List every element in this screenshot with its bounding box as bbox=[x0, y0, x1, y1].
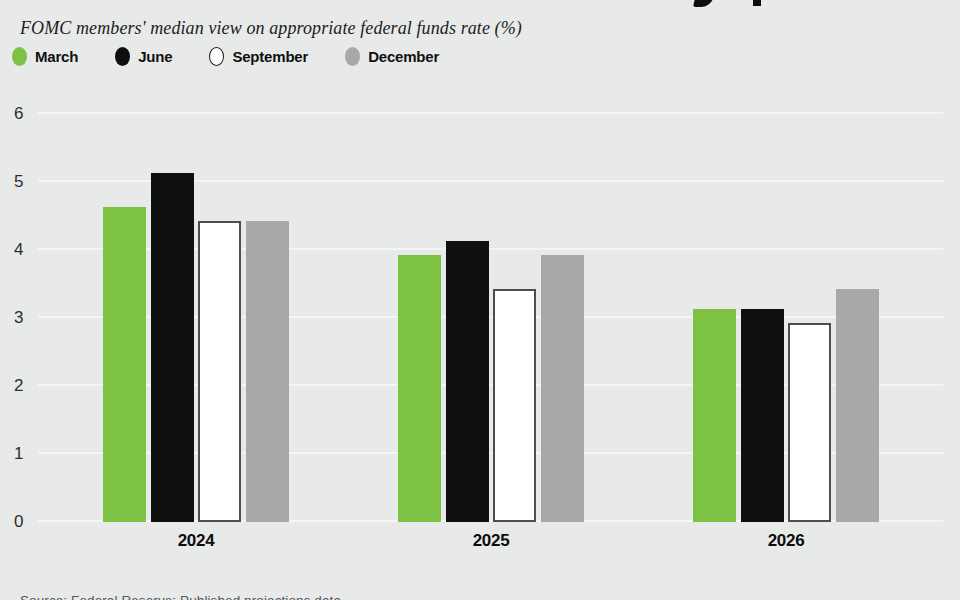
gridline-y-6 bbox=[38, 112, 943, 114]
bar-march-2024 bbox=[103, 207, 146, 522]
source-line-clipped: Source: Federal Reserve; Published proje… bbox=[20, 593, 720, 600]
plot-area: 0 1 2 3 4 5 6 2024 2025 2026 bbox=[0, 0, 960, 600]
bar-december-2024 bbox=[246, 221, 289, 522]
x-axis-category-label: 2024 bbox=[101, 531, 291, 551]
bar-september-2025 bbox=[493, 289, 536, 522]
bar-september-2026 bbox=[788, 323, 831, 522]
bar-september-2024 bbox=[198, 221, 241, 522]
y-axis-tick-label: 6 bbox=[14, 104, 38, 124]
y-axis-tick-label: 0 bbox=[14, 512, 38, 532]
source-text: Source: Federal Reserve; Published proje… bbox=[20, 593, 720, 600]
y-axis-tick-label: 5 bbox=[14, 172, 38, 192]
y-axis-tick-label: 3 bbox=[14, 308, 38, 328]
bar-march-2025 bbox=[398, 255, 441, 522]
bar-june-2026 bbox=[741, 309, 784, 522]
bar-june-2024 bbox=[151, 173, 194, 522]
bar-december-2025 bbox=[541, 255, 584, 522]
x-axis-category-label: 2025 bbox=[396, 531, 586, 551]
y-axis-tick-label: 2 bbox=[14, 376, 38, 396]
bar-march-2026 bbox=[693, 309, 736, 522]
x-axis-category-label: 2026 bbox=[691, 531, 881, 551]
y-axis-tick-label: 4 bbox=[14, 240, 38, 260]
y-axis-tick-label: 1 bbox=[14, 444, 38, 464]
bar-december-2026 bbox=[836, 289, 879, 522]
bar-june-2025 bbox=[446, 241, 489, 522]
